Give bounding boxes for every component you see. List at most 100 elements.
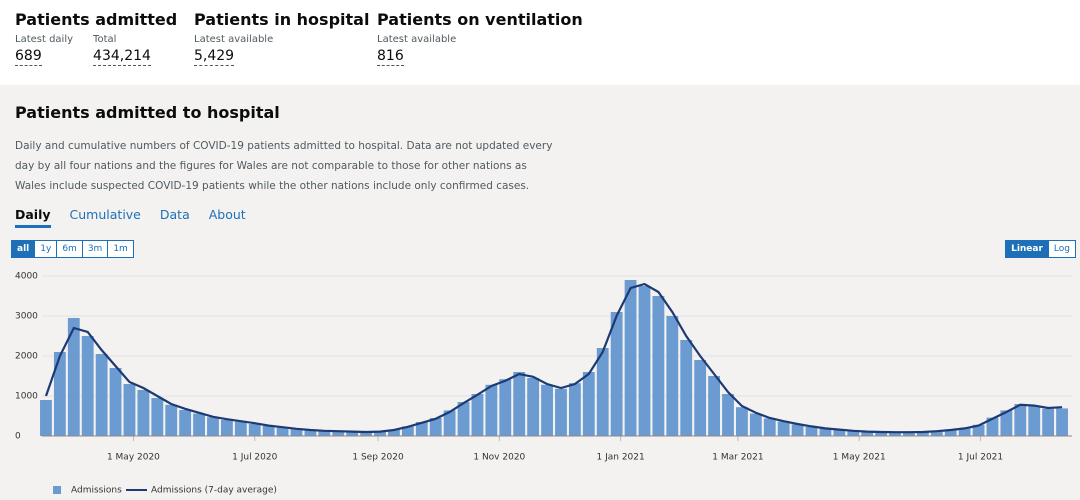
range-button[interactable]: 1m [107,240,134,258]
bar [40,400,52,436]
stat-item: Total 434,214 [93,29,151,66]
scale-button[interactable]: Linear [1005,240,1049,258]
bar [1014,404,1027,436]
stat: Patients admitted Latest daily 689 Total 434… [15,10,178,66]
stat: Patients in hospital Latest available 5,42… [194,10,370,66]
bar [652,296,665,436]
range-button[interactable]: 6m [56,240,83,258]
bar [499,379,512,436]
tabs: Daily Cumulative Data About [15,207,265,228]
bar [374,431,386,436]
x-tick-label: 1 Jan 2021 [597,453,645,463]
y-tick-label: 3000 [15,312,38,322]
bar [555,388,567,436]
bar [944,429,957,436]
bar [276,427,289,436]
bar [1056,408,1068,436]
stat-label: Total [93,34,117,45]
range-button[interactable]: all [11,240,36,258]
bar [791,424,804,436]
stat-item: Latest daily 689 [15,29,74,66]
bar [360,432,373,436]
range-button[interactable]: 1y [34,240,58,258]
bar [680,340,693,436]
tab[interactable]: Cumulative [69,207,141,222]
bar [541,384,553,436]
bar [443,410,456,436]
bar [513,372,526,436]
card-title: Patients admitted to hospital [15,103,280,122]
tab[interactable]: Daily [15,207,51,228]
bar [415,422,428,436]
scale-button[interactable]: Log [1047,240,1076,258]
bar [53,352,66,436]
bar [193,413,205,436]
x-tick-label: 1 Jul 2021 [958,453,1003,463]
range-buttons: all 1y 6m 3m 1m [11,240,134,258]
tab[interactable]: Data [159,207,190,222]
legend-swatch [53,486,61,494]
bar [958,428,971,436]
bar [109,368,122,436]
bar [304,430,317,436]
bar [81,336,94,436]
bar [666,316,679,436]
bar [596,348,609,436]
bar [568,383,581,436]
tab[interactable]: About [208,207,246,222]
bar [290,429,303,436]
stat-label: Latest available [377,34,457,45]
stat-label: Latest daily [15,34,74,45]
bar [875,432,888,436]
bar [137,390,150,436]
range-button[interactable]: 3m [81,240,109,258]
stat: Patients on ventilation Latest available 8… [377,10,583,66]
bar [95,354,108,436]
bar [582,372,595,436]
chart: 0 1000 2000 3000 4000 1 May 2020 1 Jul 2020 1 S… [15,272,1072,496]
legend-label: Admissions (7-day average) [151,486,277,496]
bar [805,426,818,436]
bar [485,384,498,436]
bar [429,418,442,436]
x-tick-label: 1 Sep 2020 [352,453,404,463]
bar [318,431,331,436]
bar [749,413,762,436]
bar [972,424,985,436]
bar [903,432,915,436]
bar [123,384,136,436]
bar [722,394,734,436]
bar [1028,406,1041,436]
bar [819,428,832,436]
bar [332,431,345,436]
bar [234,421,247,436]
bar [220,420,233,436]
bar [401,426,414,436]
stat-title: Patients admitted [15,10,178,29]
bar [179,410,192,436]
stat-value: 434,214 [93,48,151,66]
stat-value: 5,429 [194,48,235,66]
description: Daily and cumulative numbers of COVID-19… [15,140,553,192]
bar [638,286,651,436]
y-tick-label: 2000 [15,352,38,362]
bar [346,431,359,436]
bar [1000,410,1013,436]
bar [847,431,860,436]
bar [916,432,929,436]
stat-title: Patients in hospital [194,10,370,29]
scale-buttons: Linear Log [1005,240,1076,258]
bar [735,407,748,436]
bar [151,398,164,436]
average-line [44,282,1063,434]
stat-item: Latest available 816 [377,29,457,66]
bar [388,429,400,436]
bar [861,431,874,436]
bar [694,360,707,436]
bar [610,312,623,436]
stat-label: Latest available [194,34,274,45]
x-tick-label: 1 Mar 2021 [712,453,763,463]
bar [207,417,219,436]
stat-item: Latest available 5,429 [194,29,274,66]
